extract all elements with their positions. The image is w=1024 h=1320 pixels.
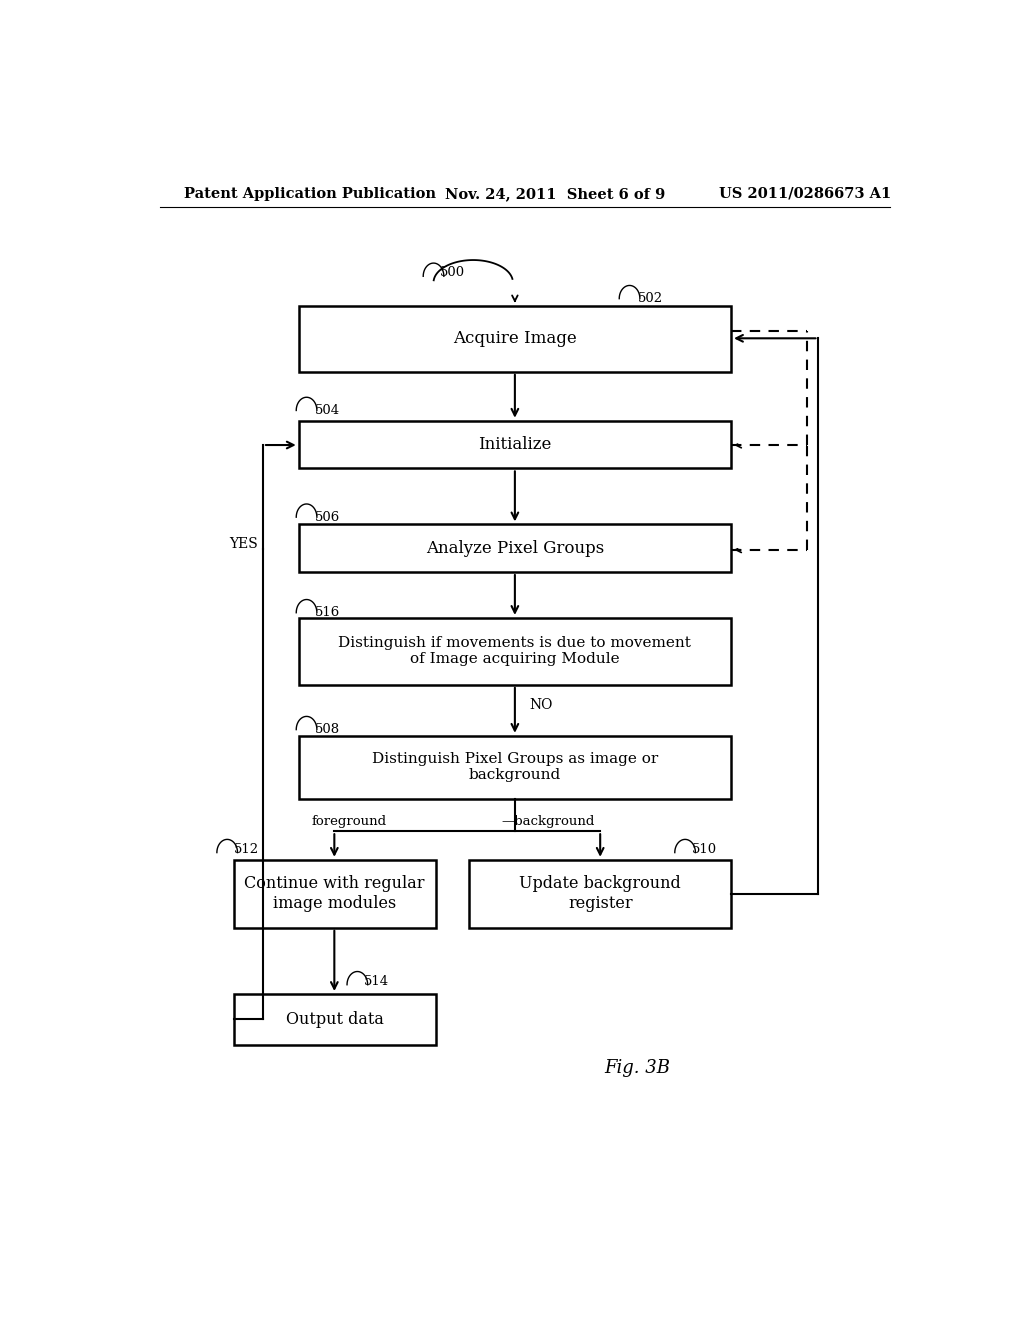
- Text: 506: 506: [315, 511, 341, 524]
- Text: 504: 504: [315, 404, 340, 417]
- Text: 512: 512: [233, 842, 259, 855]
- Text: Patent Application Publication: Patent Application Publication: [183, 187, 435, 201]
- Text: Analyze Pixel Groups: Analyze Pixel Groups: [426, 540, 604, 557]
- Text: Acquire Image: Acquire Image: [453, 330, 577, 347]
- Bar: [233, 994, 436, 1044]
- Text: 502: 502: [638, 292, 664, 305]
- Bar: [299, 735, 731, 799]
- Text: 500: 500: [440, 267, 465, 280]
- Bar: [299, 421, 731, 469]
- Text: Distinguish if movements is due to movement
of Image acquiring Module: Distinguish if movements is due to movem…: [339, 636, 691, 667]
- Text: US 2011/0286673 A1: US 2011/0286673 A1: [719, 187, 892, 201]
- Text: Continue with regular
image modules: Continue with regular image modules: [245, 875, 425, 912]
- Text: Distinguish Pixel Groups as image or
background: Distinguish Pixel Groups as image or bac…: [372, 752, 658, 783]
- Bar: [469, 859, 731, 928]
- Text: 508: 508: [315, 723, 340, 737]
- Text: 510: 510: [691, 842, 717, 855]
- Text: Initialize: Initialize: [478, 436, 552, 453]
- Text: —background: —background: [501, 816, 594, 828]
- Text: Output data: Output data: [286, 1011, 384, 1028]
- Text: foreground: foreground: [311, 816, 386, 828]
- Text: NO: NO: [529, 698, 553, 713]
- Text: 516: 516: [315, 606, 341, 619]
- Bar: [299, 618, 731, 685]
- Text: Fig. 3B: Fig. 3B: [604, 1059, 670, 1077]
- Text: Nov. 24, 2011  Sheet 6 of 9: Nov. 24, 2011 Sheet 6 of 9: [445, 187, 666, 201]
- Bar: [299, 524, 731, 572]
- Text: YES: YES: [229, 537, 258, 550]
- Text: 514: 514: [364, 974, 389, 987]
- Bar: [299, 306, 731, 372]
- Bar: [233, 859, 436, 928]
- Text: Update background
register: Update background register: [519, 875, 681, 912]
